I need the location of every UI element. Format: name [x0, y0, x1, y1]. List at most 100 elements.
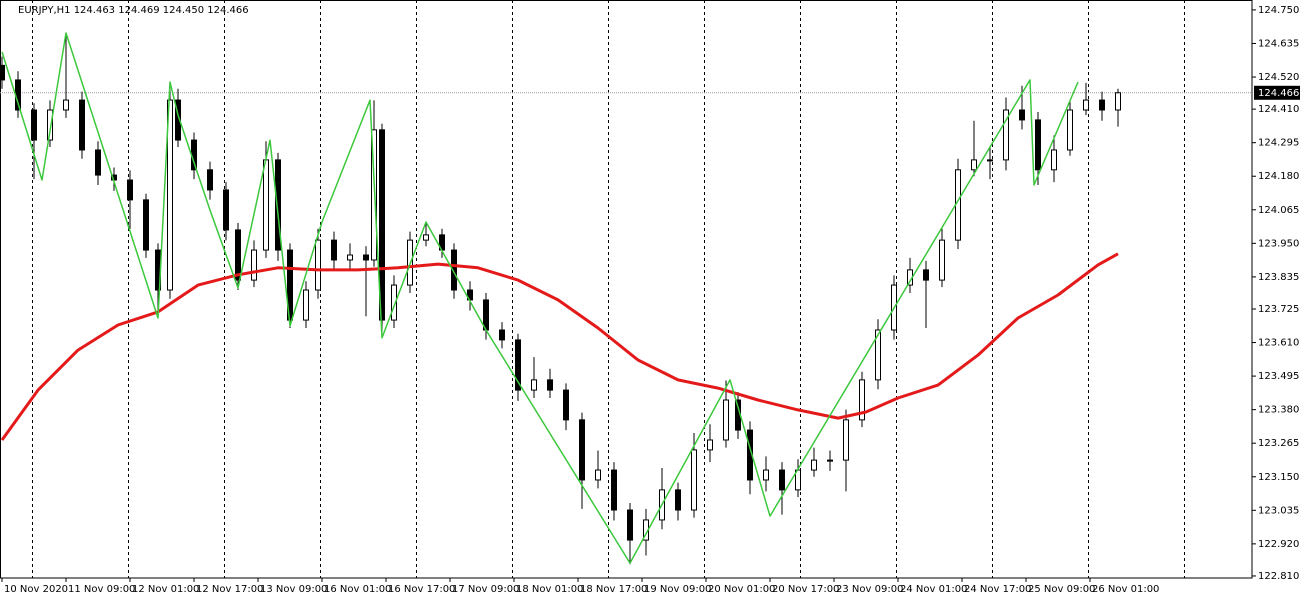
candle-body — [1099, 99, 1105, 111]
x-tick-label: 17 Nov 09:00 — [452, 584, 519, 595]
last-price-box — [1254, 85, 1300, 100]
y-tick-label: 123.380 — [1258, 405, 1299, 416]
candle-body — [923, 269, 929, 281]
candle-body — [1115, 92, 1121, 111]
candle-body — [827, 459, 833, 462]
candle-body — [627, 509, 633, 541]
y-tick-label: 124.295 — [1258, 138, 1299, 149]
x-tick-label: 11 Nov 09:00 — [68, 584, 135, 595]
candle-body — [843, 419, 849, 461]
candle-body — [315, 239, 321, 291]
candle-body — [331, 239, 337, 261]
candle-body — [859, 379, 865, 421]
candle-body — [547, 379, 553, 391]
candle-body — [563, 389, 569, 421]
candle-body — [79, 99, 85, 151]
candle-body — [691, 449, 697, 511]
candle-body — [207, 169, 213, 191]
candle-body — [1083, 99, 1089, 111]
candle-body — [31, 109, 37, 141]
candle-body — [1003, 109, 1009, 161]
candle-body — [191, 139, 197, 171]
y-tick-label: 124.635 — [1258, 38, 1299, 49]
x-tick-label: 10 Nov 2020 — [4, 584, 68, 595]
y-tick-label: 124.750 — [1258, 5, 1299, 16]
y-tick-label: 123.725 — [1258, 304, 1299, 315]
candle-body — [223, 189, 229, 231]
candle-body — [95, 149, 101, 176]
y-tick-label: 124.180 — [1258, 171, 1299, 182]
candle-body — [235, 229, 241, 281]
candle-body — [0, 64, 5, 81]
candle-body — [723, 399, 729, 441]
candle-body — [303, 289, 309, 321]
candle-body — [167, 99, 173, 291]
y-tick-label: 123.495 — [1258, 371, 1299, 382]
x-tick-label: 12 Nov 17:00 — [196, 584, 263, 595]
candle-body — [595, 469, 601, 481]
candle-body — [379, 129, 385, 321]
candle-body — [263, 159, 269, 251]
y-tick-label: 122.920 — [1258, 539, 1299, 550]
y-tick-label: 122.810 — [1258, 571, 1299, 582]
candle-body — [875, 329, 881, 381]
x-tick-label: 13 Nov 09:00 — [260, 584, 327, 595]
candle-body — [611, 469, 617, 511]
x-tick-label: 20 Nov 17:00 — [772, 584, 839, 595]
overlay-line — [1, 32, 1079, 564]
y-tick-label: 124.065 — [1258, 205, 1299, 216]
candle-body — [811, 459, 817, 471]
x-tick-label: 18 Nov 17:00 — [580, 584, 647, 595]
day-separators — [32, 0, 1185, 578]
x-tick-label: 23 Nov 09:00 — [836, 584, 903, 595]
y-tick-label: 123.835 — [1258, 272, 1299, 283]
x-tick-label: 16 Nov 17:00 — [388, 584, 455, 595]
candle-body — [763, 469, 769, 481]
x-tick-label: 19 Nov 09:00 — [644, 584, 711, 595]
x-tick-label: 26 Nov 01:00 — [1092, 584, 1159, 595]
candle-body — [371, 129, 377, 261]
candle-body — [499, 329, 505, 341]
x-tick-label: 25 Nov 09:00 — [1028, 584, 1095, 595]
overlay-line — [0, 252, 1119, 441]
candle-body — [579, 419, 585, 481]
candle-body — [143, 199, 149, 251]
y-tick-label: 123.150 — [1258, 472, 1299, 483]
candle-body — [531, 379, 537, 391]
candle-body — [391, 284, 397, 321]
x-tick-label: 24 Nov 01:00 — [900, 584, 967, 595]
chart-title: EURJPY,H1 124.463 124.469 124.450 124.46… — [18, 5, 249, 16]
candle-body — [1051, 149, 1057, 171]
candle-body — [779, 469, 785, 491]
candle-body — [251, 249, 257, 281]
candle-body — [675, 489, 681, 511]
candle-body — [1067, 109, 1073, 151]
x-tick-label: 16 Nov 01:00 — [324, 584, 391, 595]
plot-frame — [0, 0, 1253, 579]
y-tick-label: 123.265 — [1258, 438, 1299, 449]
x-tick-label: 24 Nov 17:00 — [964, 584, 1031, 595]
candle-body — [1035, 119, 1041, 171]
candle-body — [175, 99, 181, 141]
y-tick-label: 123.950 — [1258, 238, 1299, 249]
candle-body — [363, 254, 369, 261]
y-tick-label: 124.410 — [1258, 104, 1299, 115]
x-tick-label: 18 Nov 01:00 — [516, 584, 583, 595]
candle-body — [47, 109, 53, 141]
candle-body — [971, 159, 977, 171]
last-price-label: 124.466 — [1258, 88, 1299, 99]
y-tick-label: 124.520 — [1258, 72, 1299, 83]
y-tick-label: 123.610 — [1258, 338, 1299, 349]
candle-body — [515, 339, 521, 391]
y-tick-label: 123.035 — [1258, 505, 1299, 516]
candle-body — [347, 254, 353, 261]
candle-body — [1019, 109, 1025, 121]
candle-body — [939, 239, 945, 281]
candle-body — [275, 159, 281, 251]
candle-body — [451, 249, 457, 291]
x-tick-label: 20 Nov 01:00 — [708, 584, 775, 595]
candle-body — [423, 234, 429, 241]
candle-body — [63, 99, 69, 111]
candle-body — [707, 439, 713, 451]
